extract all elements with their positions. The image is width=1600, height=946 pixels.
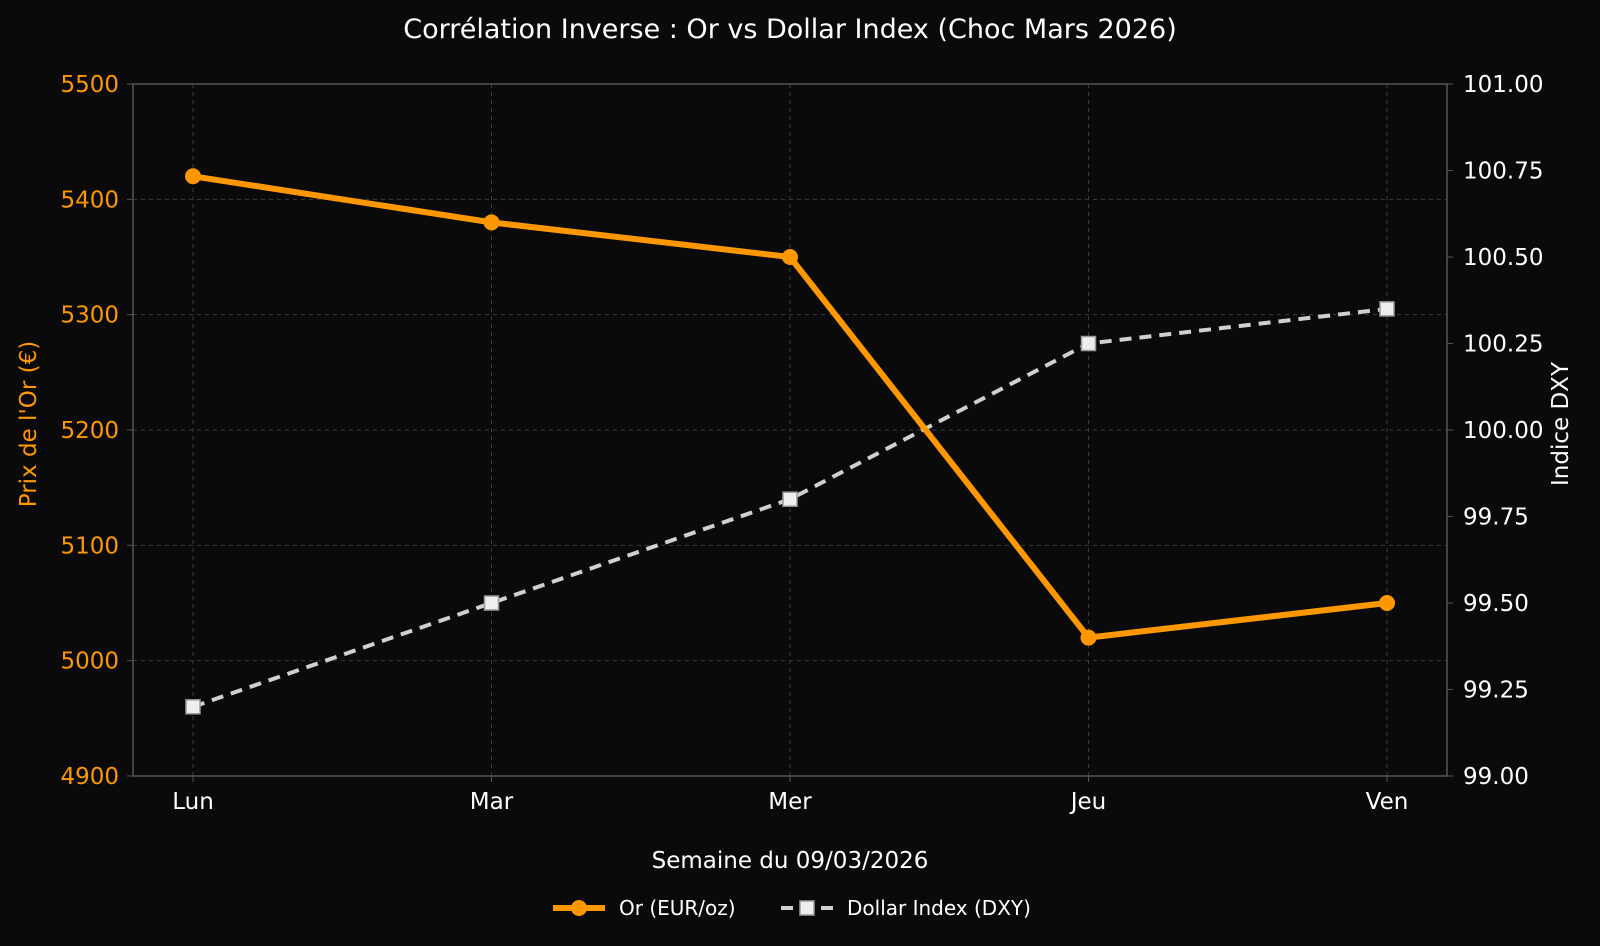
y-left-tick-label: 5200 <box>60 418 119 444</box>
y-right-tick-label: 99.50 <box>1463 591 1529 617</box>
x-axis-label: Semaine du 09/03/2026 <box>652 848 929 874</box>
y-left-tick-label: 5400 <box>60 187 119 213</box>
y-axis-right-label: Indice DXY <box>1548 361 1574 486</box>
data-point-gold <box>1080 629 1097 646</box>
x-tick-label: Jeu <box>1069 789 1107 815</box>
y-right-tick-label: 100.75 <box>1463 159 1543 185</box>
data-point-gold <box>483 214 500 231</box>
y-left-tick-label: 5500 <box>60 72 119 98</box>
x-tick-label: Mar <box>470 789 514 815</box>
y-right-tick-label: 99.25 <box>1463 678 1529 704</box>
x-tick-label: Ven <box>1366 789 1409 815</box>
data-point-dxy <box>483 595 500 611</box>
y-right-tick-label: 101.00 <box>1463 72 1543 98</box>
y-left-tick-label: 4900 <box>60 764 119 790</box>
x-tick-label: Lun <box>172 789 214 815</box>
y-left-tick-label: 5300 <box>60 303 119 329</box>
series-line-dxy <box>192 306 1388 709</box>
x-tick-label: Mer <box>768 789 812 815</box>
legend: Or (EUR/oz) Dollar Index (DXY) <box>553 896 1031 920</box>
y-left-tick-label: 5000 <box>60 649 119 675</box>
y-right-tick-label: 99.00 <box>1463 764 1529 790</box>
tick-labels: 4900 5000 5100 5200 5300 5400 5500 99.00 99.25 99… <box>60 72 1543 815</box>
data-point-dxy <box>1080 335 1097 352</box>
legend-label-gold: Or (EUR/oz) <box>619 896 736 920</box>
series-layer <box>185 168 1395 715</box>
legend-marker-gold <box>571 900 587 916</box>
y-right-tick-label: 100.50 <box>1463 245 1543 271</box>
y-right-tick-label: 99.75 <box>1463 505 1529 531</box>
y-right-tick-label: 100.00 <box>1463 418 1543 444</box>
y-left-tick-label: 5100 <box>60 533 119 559</box>
data-point-gold <box>782 249 798 265</box>
legend-label-dxy: Dollar Index (DXY) <box>847 896 1031 920</box>
y-right-tick-label: 100.25 <box>1463 332 1543 358</box>
axes <box>127 83 1453 782</box>
data-point-dxy <box>782 491 798 507</box>
data-point-dxy <box>185 699 201 715</box>
legend-marker-dxy <box>799 900 815 916</box>
y-axis-left-label: Prix de l'Or (€) <box>16 341 42 507</box>
data-point-gold <box>185 168 201 185</box>
chart-title: Corrélation Inverse : Or vs Dollar Index… <box>403 14 1176 45</box>
data-point-dxy <box>1379 301 1395 317</box>
data-point-gold <box>1379 595 1395 611</box>
